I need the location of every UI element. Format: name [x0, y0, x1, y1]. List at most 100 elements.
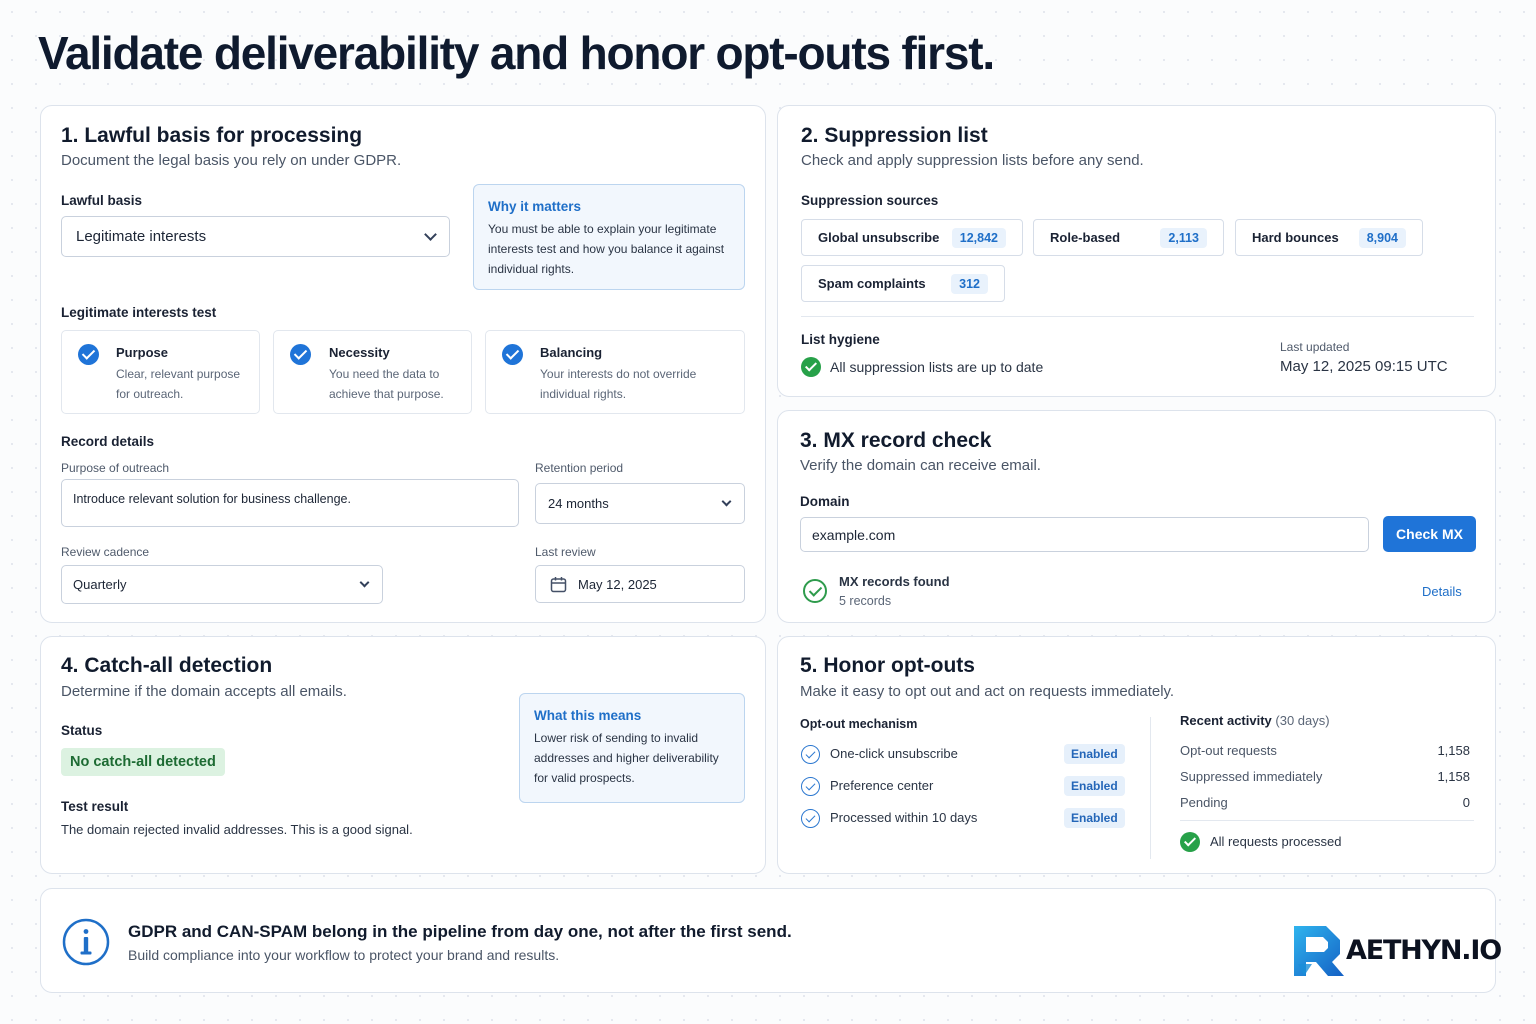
lawful-basis-select[interactable]: Legitimate interests [61, 216, 450, 257]
retention-value: 24 months [548, 496, 609, 511]
footer-banner: GDPR and CAN-SPAM belong in the pipeline… [40, 888, 1496, 993]
chip-label: Global unsubscribe [818, 230, 940, 245]
footer-subline: Build compliance into your workflow to p… [128, 947, 560, 963]
check-outline-icon [801, 745, 820, 764]
lawful-basis-value: Legitimate interests [76, 228, 207, 245]
mechanism-name: One-click unsubscribe [830, 746, 958, 761]
sources-label: Suppression sources [801, 193, 939, 208]
chip-count: 2,113 [1160, 227, 1207, 248]
purpose-label: Purpose of outreach [61, 461, 170, 475]
mechanism-label: Opt-out mechanism [800, 717, 918, 731]
card-subtitle: Check and apply suppression lists before… [801, 152, 1144, 169]
all-done-text: All requests processed [1210, 834, 1342, 849]
check-circle-icon [78, 344, 99, 365]
record-details-label: Record details [61, 434, 155, 449]
chip-count: 8,904 [1358, 227, 1406, 248]
activity-heading: Recent activity (30 days) [1180, 713, 1330, 728]
calendar-icon [550, 576, 567, 592]
domain-label: Domain [800, 494, 850, 509]
test-card-balancing: Balancing Your interests do not override… [485, 330, 745, 414]
last-review-datepicker[interactable]: May 12, 2025 [535, 565, 745, 603]
mx-card: 3. MX record check Verify the domain can… [777, 410, 1496, 623]
source-chip-spam[interactable]: Spam complaints 312 [801, 265, 1005, 302]
activity-label: Recent activity [1180, 713, 1272, 728]
status-label: Status [61, 723, 103, 738]
aethyn-logo: AETHYN.IO [1292, 924, 1502, 978]
logo-text: AETHYN.IO [1346, 935, 1502, 966]
purpose-textarea[interactable]: Introduce relevant solution for business… [61, 479, 519, 527]
stat-value: 0 [1462, 795, 1470, 810]
domain-value: example.com [812, 526, 896, 543]
check-mx-button[interactable]: Check MX [1383, 516, 1476, 552]
test-desc: Clear, relevant purpose for outreach. [116, 367, 241, 401]
source-chip-global[interactable]: Global unsubscribe 12,842 [801, 219, 1023, 256]
lit-label: Legitimate interests test [61, 305, 217, 320]
hygiene-label: List hygiene [801, 332, 880, 347]
why-it-matters-box: Why it matters You must be able to expla… [473, 184, 745, 290]
check-circle-icon [502, 344, 523, 365]
vertical-divider [1150, 717, 1151, 859]
card-subtitle: Determine if the domain accepts all emai… [61, 683, 347, 700]
card-title: 4. Catch-all detection [61, 654, 273, 677]
catchall-card: 4. Catch-all detection Determine if the … [40, 636, 766, 874]
mechanism-name: Preference center [830, 778, 934, 793]
chip-count: 312 [951, 273, 988, 294]
updated-value: May 12, 2025 09:15 UTC [1280, 358, 1448, 375]
hygiene-status: All suppression lists are up to date [830, 359, 1044, 375]
mx-result-sub: 5 records [839, 594, 892, 608]
page-title: Validate deliverability and honor opt-ou… [38, 27, 995, 79]
check-circle-icon [801, 357, 821, 377]
chevron-down-icon [721, 496, 732, 506]
stat-value: 1,158 [1437, 743, 1470, 758]
cadence-select[interactable]: Quarterly [61, 565, 383, 604]
retention-select[interactable]: 24 months [535, 483, 745, 524]
means-text: Lower risk of sending to invalid address… [534, 731, 719, 785]
lawful-basis-card: 1. Lawful basis for processing Document … [40, 105, 766, 623]
chip-count: 12,842 [951, 227, 1006, 248]
stat-name: Pending [1180, 795, 1228, 810]
enabled-badge: Enabled [1064, 744, 1125, 764]
enabled-badge: Enabled [1064, 808, 1125, 828]
card-title: 1. Lawful basis for processing [61, 124, 363, 147]
stat-value: 1,158 [1437, 769, 1470, 784]
enabled-badge: Enabled [1064, 776, 1125, 796]
test-result-text: The domain rejected invalid addresses. T… [61, 822, 413, 837]
divider [1180, 820, 1474, 821]
domain-input[interactable]: example.com [800, 517, 1369, 552]
test-desc: You need the data to achieve that purpos… [329, 367, 444, 401]
mechanism-name: Processed within 10 days [830, 810, 978, 825]
source-chip-role[interactable]: Role-based 2,113 [1033, 219, 1224, 256]
chevron-down-icon [359, 577, 370, 587]
check-outline-icon [801, 777, 820, 796]
divider [801, 316, 1474, 317]
test-title: Purpose [116, 345, 169, 360]
info-icon [62, 918, 110, 966]
details-link[interactable]: Details [1422, 584, 1462, 599]
card-title: 3. MX record check [800, 429, 992, 452]
mx-result-title: MX records found [839, 574, 950, 589]
footer-headline: GDPR and CAN-SPAM belong in the pipeline… [128, 922, 792, 941]
check-outline-icon [801, 809, 820, 828]
source-chip-hard-bounces[interactable]: Hard bounces 8,904 [1235, 219, 1423, 256]
what-this-means-box: What this means Lower risk of sending to… [519, 693, 745, 803]
status-badge: No catch-all detected [61, 748, 225, 776]
suppression-card: 2. Suppression list Check and apply supp… [777, 105, 1496, 397]
purpose-value: Introduce relevant solution for business… [73, 492, 351, 506]
card-title: 2. Suppression list [801, 124, 988, 147]
test-card-necessity: Necessity You need the data to achieve t… [273, 330, 472, 414]
stat-name: Suppressed immediately [1180, 769, 1323, 784]
chevron-down-icon [424, 227, 437, 241]
means-title: What this means [534, 708, 642, 723]
test-desc: Your interests do not override individua… [540, 367, 697, 401]
last-review-value: May 12, 2025 [578, 576, 657, 592]
test-title: Necessity [329, 345, 390, 360]
optout-card: 5. Honor opt-outs Make it easy to opt ou… [777, 636, 1496, 874]
check-circle-outline-icon [803, 579, 827, 603]
chip-label: Spam complaints [818, 276, 926, 291]
retention-label: Retention period [535, 461, 624, 475]
test-title: Balancing [540, 345, 603, 360]
cadence-label: Review cadence [61, 545, 150, 559]
chip-label: Hard bounces [1252, 230, 1339, 245]
activity-period: (30 days) [1275, 713, 1330, 728]
why-title: Why it matters [488, 199, 582, 214]
